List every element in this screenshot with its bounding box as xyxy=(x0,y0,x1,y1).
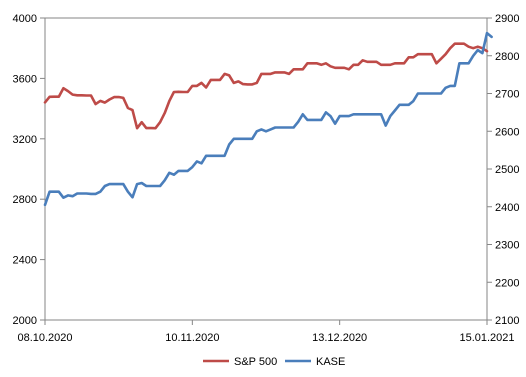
left-tick-label: 3600 xyxy=(13,73,37,85)
series-line-kase xyxy=(43,31,493,207)
x-tick-label: 10.11.2020 xyxy=(165,332,219,344)
left-tick-label: 3200 xyxy=(13,134,37,146)
series-line-sp500 xyxy=(43,42,489,130)
right-tick-label: 2500 xyxy=(495,164,519,176)
right-tick-label: 2400 xyxy=(495,202,519,214)
x-tick-label: 08.10.2020 xyxy=(17,332,72,344)
legend-label: KASE xyxy=(316,356,345,368)
x-tick-label: 13.12.2020 xyxy=(312,332,367,344)
right-tick-label: 2100 xyxy=(495,315,519,327)
right-tick-label: 2800 xyxy=(495,51,519,63)
right-tick-label: 2900 xyxy=(495,13,519,25)
series-lines xyxy=(43,31,493,207)
right-tick-label: 2300 xyxy=(495,240,519,252)
plot-area xyxy=(44,17,488,321)
left-tick-label: 2000 xyxy=(13,315,37,327)
legend: S&P 500 KASE xyxy=(203,356,345,368)
x-tick-label: 15.01.2021 xyxy=(459,332,514,344)
left-tick-label: 2800 xyxy=(13,194,37,206)
left-tick-label: 2400 xyxy=(13,255,37,267)
right-tick-label: 2600 xyxy=(495,126,519,138)
left-tick-label: 4000 xyxy=(13,13,37,25)
right-tick-label: 2700 xyxy=(495,89,519,101)
right-tick-label: 2200 xyxy=(495,277,519,289)
legend-label: S&P 500 xyxy=(234,356,277,368)
axes: 2000 2400 2800 3200 3600 4000 2100 2200 2300 2400… xyxy=(13,13,520,344)
